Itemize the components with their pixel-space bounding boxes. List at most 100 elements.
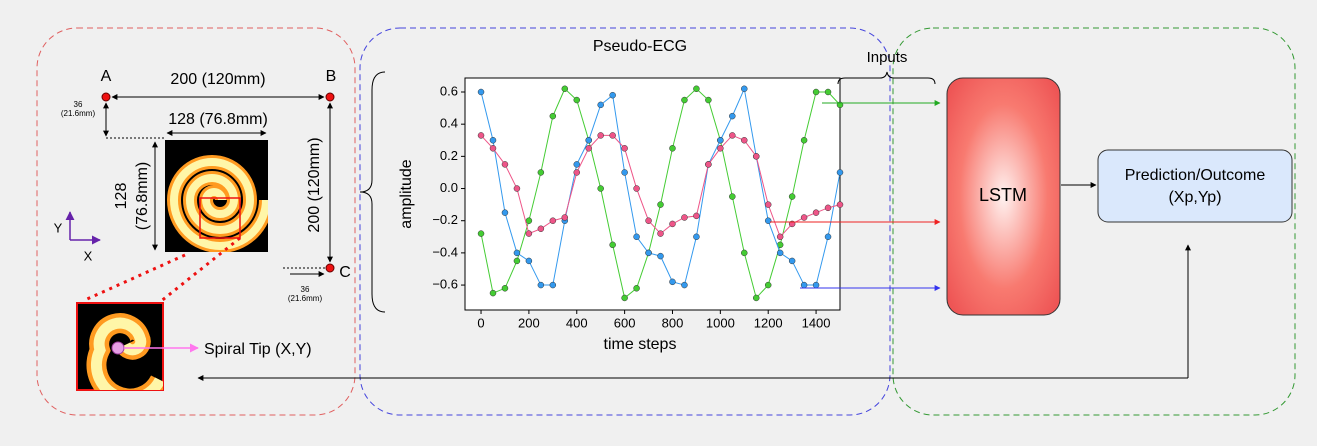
data-point bbox=[561, 214, 569, 221]
data-point bbox=[752, 153, 760, 160]
data-point bbox=[549, 281, 557, 289]
lstm-block bbox=[946, 77, 1061, 316]
data-point bbox=[812, 88, 820, 96]
output-block bbox=[1097, 149, 1293, 223]
data-point bbox=[657, 201, 664, 208]
data-point bbox=[824, 88, 832, 96]
data-point bbox=[764, 201, 772, 208]
y-tick-label: 0.0 bbox=[440, 180, 458, 195]
data-point bbox=[597, 185, 604, 192]
data-point bbox=[513, 185, 521, 192]
y-tick-label: 0.6 bbox=[440, 83, 458, 98]
zoom-line bbox=[159, 236, 241, 304]
data-point bbox=[800, 137, 808, 144]
output-label: (Xp,Yp) bbox=[1168, 189, 1221, 206]
data-point bbox=[752, 294, 760, 302]
data-point bbox=[717, 137, 724, 144]
data-point bbox=[681, 96, 688, 104]
data-point bbox=[477, 230, 485, 237]
data-point bbox=[669, 278, 676, 286]
dimension-label: 128 (76.8mm) bbox=[168, 111, 268, 128]
data-point bbox=[513, 257, 521, 265]
data-point bbox=[812, 209, 820, 216]
spiral-wave bbox=[90, 317, 163, 390]
data-point bbox=[549, 217, 557, 224]
dimension-label: (21.6mm) bbox=[288, 294, 323, 303]
data-point bbox=[537, 169, 545, 176]
data-point bbox=[788, 257, 796, 265]
data-point bbox=[489, 289, 497, 297]
data-point bbox=[621, 169, 628, 176]
data-point bbox=[573, 169, 581, 176]
point-label: A bbox=[101, 68, 112, 85]
data-point bbox=[705, 96, 712, 104]
data-point bbox=[477, 88, 485, 96]
panel-input bbox=[36, 27, 356, 416]
data-point bbox=[621, 294, 628, 302]
y-tick-label: −0.4 bbox=[432, 244, 458, 259]
data-point bbox=[609, 132, 616, 139]
x-tick-label: 1000 bbox=[706, 315, 735, 330]
data-point bbox=[693, 212, 700, 220]
axis-icon-label: X bbox=[84, 248, 93, 263]
point-c bbox=[325, 263, 335, 273]
data-point bbox=[633, 185, 640, 192]
spiral-tip-label: Spiral Tip (X,Y) bbox=[204, 341, 312, 358]
data-point bbox=[597, 132, 604, 139]
data-point bbox=[657, 252, 664, 260]
data-point bbox=[788, 193, 796, 200]
data-point bbox=[729, 112, 736, 120]
data-point bbox=[633, 285, 640, 292]
x-tick-label: 400 bbox=[566, 315, 588, 330]
y-tick-label: 0.2 bbox=[440, 148, 458, 163]
output-label: Prediction/Outcome bbox=[1125, 167, 1266, 184]
plot-area bbox=[464, 77, 841, 311]
data-point bbox=[693, 233, 700, 241]
x-tick-label: 1400 bbox=[802, 315, 831, 330]
x-axis-label: time steps bbox=[604, 336, 677, 353]
y-tick-label: −0.2 bbox=[432, 212, 458, 227]
data-point bbox=[525, 230, 533, 237]
data-point bbox=[645, 217, 652, 224]
y-axis-label: amplitude bbox=[398, 159, 415, 228]
data-point bbox=[776, 233, 784, 241]
data-point bbox=[513, 249, 521, 257]
spiral-tip bbox=[111, 341, 125, 355]
data-point bbox=[729, 132, 736, 139]
chart-title: Pseudo-ECG bbox=[593, 38, 687, 55]
spiral-wave bbox=[169, 158, 268, 250]
data-point bbox=[549, 112, 557, 120]
data-point bbox=[693, 85, 700, 93]
x-tick-label: 1200 bbox=[754, 315, 783, 330]
data-point bbox=[633, 233, 640, 241]
axis-icon-label: Y bbox=[54, 220, 63, 235]
dimension-label: 200 (120mm) bbox=[306, 137, 323, 232]
data-point bbox=[489, 145, 497, 152]
point-label: C bbox=[339, 264, 351, 281]
zoom-line bbox=[84, 253, 186, 302]
data-point bbox=[764, 217, 772, 224]
data-point bbox=[561, 85, 569, 93]
data-point bbox=[501, 161, 509, 168]
data-point bbox=[776, 249, 784, 257]
inputs-label: Inputs bbox=[867, 49, 908, 66]
data-point bbox=[717, 145, 724, 152]
x-tick-label: 0 bbox=[477, 315, 484, 330]
panel-ecg bbox=[359, 27, 891, 416]
data-point bbox=[525, 257, 533, 265]
data-point bbox=[800, 281, 808, 289]
dimension-label: 200 (120mm) bbox=[170, 71, 265, 88]
data-point bbox=[681, 281, 688, 289]
plot: −0.6 −0.4 −0.2 0.0 0.2 0.4 0.6 0 200 400 600 800 100… bbox=[432, 83, 844, 330]
data-point bbox=[741, 137, 748, 144]
data-point bbox=[645, 249, 652, 257]
x-tick-label: 800 bbox=[662, 315, 684, 330]
data-point bbox=[657, 230, 664, 237]
data-point bbox=[836, 201, 844, 208]
data-point bbox=[800, 214, 808, 221]
dimension-label: (21.6mm) bbox=[61, 109, 96, 118]
data-point bbox=[597, 101, 604, 109]
y-tick-label: −0.6 bbox=[432, 276, 458, 291]
data-point bbox=[705, 161, 712, 168]
x-tick-label: 600 bbox=[614, 315, 636, 330]
